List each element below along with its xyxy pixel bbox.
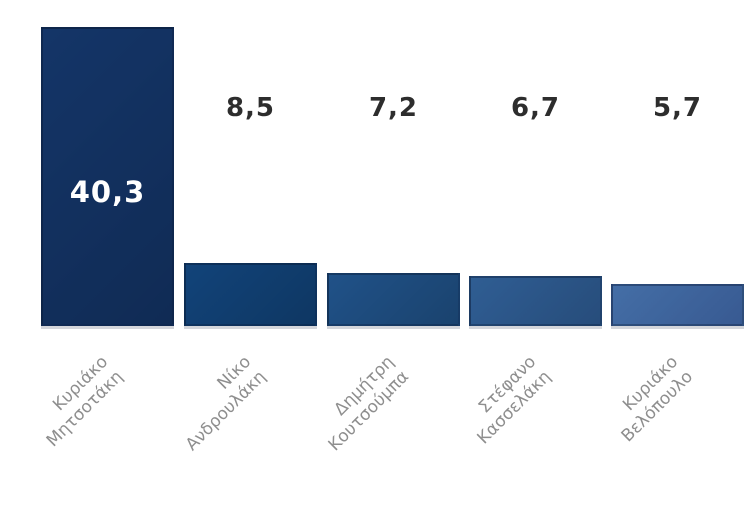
x-tick-label-line: Κασσελάκη xyxy=(472,366,555,449)
bar-value-label: 7,2 xyxy=(368,93,419,123)
bar-1: 40,3 xyxy=(41,27,174,326)
x-tick-label: Κυριάκο Μητσοτάκη xyxy=(0,352,127,505)
x-tick-label-line: Κυριάκο xyxy=(618,352,682,416)
bar-value-label-inside: 40,3 xyxy=(69,175,146,209)
x-tick-label-line: Νίκο xyxy=(213,352,255,394)
bar-value-label: 6,7 xyxy=(510,93,561,123)
bar-2 xyxy=(184,263,317,326)
bar-3 xyxy=(327,273,460,326)
x-tick-label: Κυριάκο Βελόπουλο xyxy=(544,352,697,505)
bar-value-label: 8,5 xyxy=(225,93,276,123)
x-tick-label-line: Στέφανο xyxy=(474,352,540,418)
x-tick-label: Στέφανο Κασσελάκη xyxy=(402,352,555,505)
bar-value-label: 5,7 xyxy=(652,93,703,123)
x-tick-label-line: Βελόπουλο xyxy=(616,366,697,447)
bar-4 xyxy=(469,276,602,326)
x-tick-label-line: Κουτσούμπα xyxy=(323,366,413,455)
x-tick-label-line: Δημήτρη xyxy=(329,352,398,420)
bar-5 xyxy=(611,284,744,326)
x-tick-label: Νίκο Ανδρουλάκη xyxy=(117,352,270,505)
x-tick-label-line: Ανδρουλάκη xyxy=(181,366,270,455)
x-tick-label: Δημήτρη Κουτσούμπα xyxy=(260,352,413,505)
